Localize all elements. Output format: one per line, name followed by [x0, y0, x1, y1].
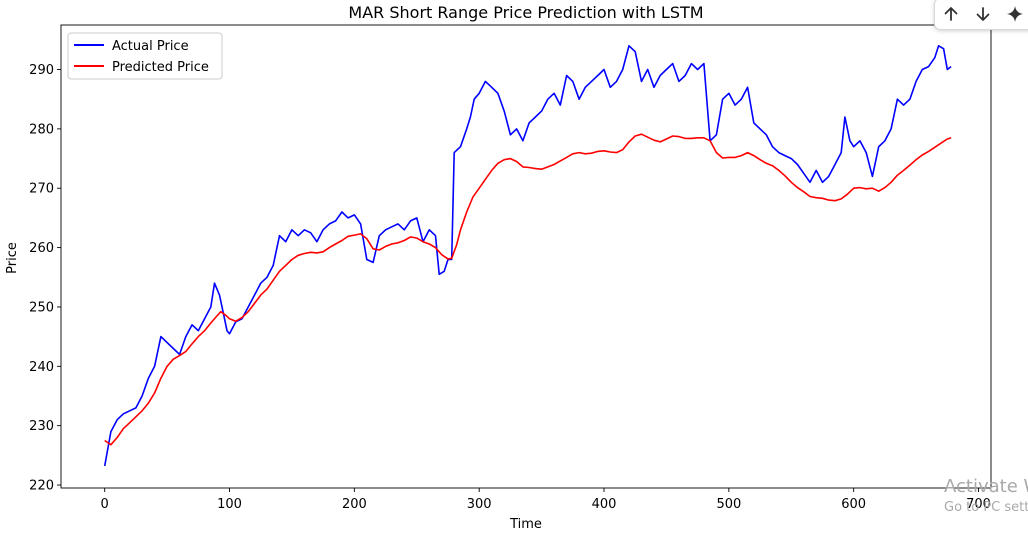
legend-box — [67, 32, 223, 80]
move-up-button[interactable] — [935, 0, 967, 28]
x-tick-label: 500 — [716, 497, 741, 512]
predicted-price-line — [104, 133, 952, 446]
y-tick-label: 220 — [29, 479, 54, 494]
y-tick-label: 240 — [29, 360, 54, 375]
x-tick-label: 0 — [101, 497, 109, 512]
x-tick-label: 600 — [841, 497, 866, 512]
move-down-button[interactable] — [967, 0, 999, 28]
y-tick-label: 260 — [29, 241, 54, 256]
x-tick-label: 100 — [217, 497, 242, 512]
y-tick-label: 230 — [29, 419, 54, 434]
y-tick-label: 250 — [29, 300, 54, 315]
x-axis: 0 100 200 300 400 500 600 700 — [101, 488, 991, 512]
ai-assist-button[interactable] — [999, 0, 1028, 28]
y-tick-label: 290 — [29, 63, 54, 78]
x-axis-label: Time — [509, 517, 542, 532]
actual-price-line — [103, 44, 952, 467]
x-tick-label: 200 — [342, 497, 367, 512]
y-tick-label: 280 — [29, 122, 54, 137]
x-tick-label: 700 — [966, 497, 991, 512]
watermark-line-1: Activate W — [944, 476, 1028, 497]
y-tick-label: 270 — [29, 182, 54, 197]
arrow-down-icon — [976, 7, 990, 21]
notebook-output-toolbar — [934, 0, 1028, 30]
plot-area-frame — [60, 24, 992, 489]
arrow-up-icon — [944, 7, 958, 21]
y-axis: 220 230 240 250 260 270 280 290 — [29, 63, 61, 494]
sparkle-icon — [1007, 6, 1023, 22]
legend-label-actual: Actual Price — [112, 39, 189, 54]
x-tick-label: 300 — [467, 497, 492, 512]
series-lines — [103, 44, 952, 467]
activation-watermark: Activate W Go to PC sett — [944, 476, 1028, 515]
legend: Actual Price Predicted Price — [67, 32, 223, 80]
watermark-line-2: Go to PC sett — [944, 499, 1028, 515]
legend-label-predicted: Predicted Price — [112, 60, 209, 75]
x-tick-label: 400 — [592, 497, 617, 512]
chart-title: MAR Short Range Price Prediction with LS… — [348, 3, 703, 22]
y-axis-label: Price — [5, 242, 20, 274]
